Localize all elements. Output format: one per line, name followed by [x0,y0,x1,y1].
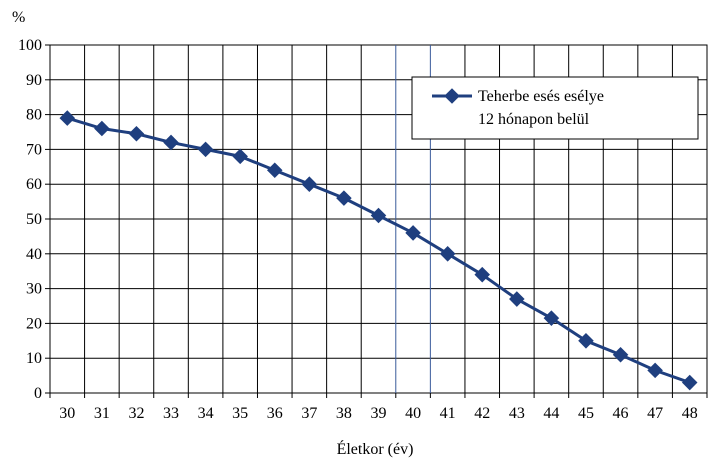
y-tick-label: 50 [26,211,42,228]
legend: Teherbe esés esélye 12 hónapon belül [411,76,699,140]
legend-label-line1: Teherbe esés esélye [478,88,604,105]
x-tick-label: 40 [405,405,421,422]
data-point-marker [336,190,352,206]
x-tick-label: 47 [647,405,663,422]
x-tick-label: 37 [301,405,317,422]
y-tick-label: 10 [26,350,42,367]
y-tick-label: 30 [26,281,42,298]
x-tick-label: 48 [682,405,698,422]
x-tick-label: 34 [198,405,214,422]
y-axis-title: % [12,9,25,26]
y-tick-labels: 0 10 20 30 40 50 60 70 80 90 100 [18,37,42,402]
series-line-group [59,110,698,391]
data-point-marker [128,125,145,142]
data-point-marker [612,346,629,363]
x-axis-title: Életkor (év) [337,439,414,458]
data-point-marker [301,176,318,192]
data-point-marker [681,374,698,391]
data-point-marker [578,333,594,349]
x-tick-label: 35 [232,405,248,422]
x-tick-label: 45 [578,405,594,422]
data-point-marker [647,362,663,379]
data-point-marker [59,110,76,126]
y-tick-label: 100 [18,37,42,54]
x-tick-label: 43 [509,405,525,422]
x-tick-label: 31 [94,405,110,422]
y-tick-label: 90 [26,72,42,89]
data-point-marker [439,246,456,262]
y-tick-label: 70 [26,141,42,158]
data-point-marker [232,148,248,165]
data-point-marker [370,207,387,224]
x-tick-label: 38 [336,405,352,422]
x-tick-label: 30 [59,405,75,422]
x-tick-label: 39 [371,405,387,422]
data-point-marker [163,134,179,151]
x-tick-label: 42 [474,405,490,422]
data-point-marker [266,162,283,179]
x-tick-label: 46 [613,405,629,422]
x-tick-label: 44 [543,405,559,422]
x-tick-label: 33 [163,405,179,422]
legend-label-line2: 12 hónapon belül [478,111,590,128]
data-point-marker [94,120,110,137]
grid [45,44,708,398]
legend-box [411,76,699,140]
x-tick-label: 36 [267,405,283,422]
data-point-marker [405,225,421,241]
data-point-marker [197,141,214,158]
y-tick-label: 60 [26,176,42,193]
y-tick-label: 40 [26,246,42,263]
x-tick-labels: 30 31 32 33 34 35 36 37 38 39 40 41 42 43 44 45 46 47 48 [59,405,697,422]
x-tick-label: 32 [128,405,144,422]
y-tick-label: 0 [34,385,42,402]
x-tick-label: 41 [440,405,456,422]
y-tick-label: 80 [26,107,42,124]
series-line [66,116,691,384]
y-tick-label: 20 [26,315,42,332]
